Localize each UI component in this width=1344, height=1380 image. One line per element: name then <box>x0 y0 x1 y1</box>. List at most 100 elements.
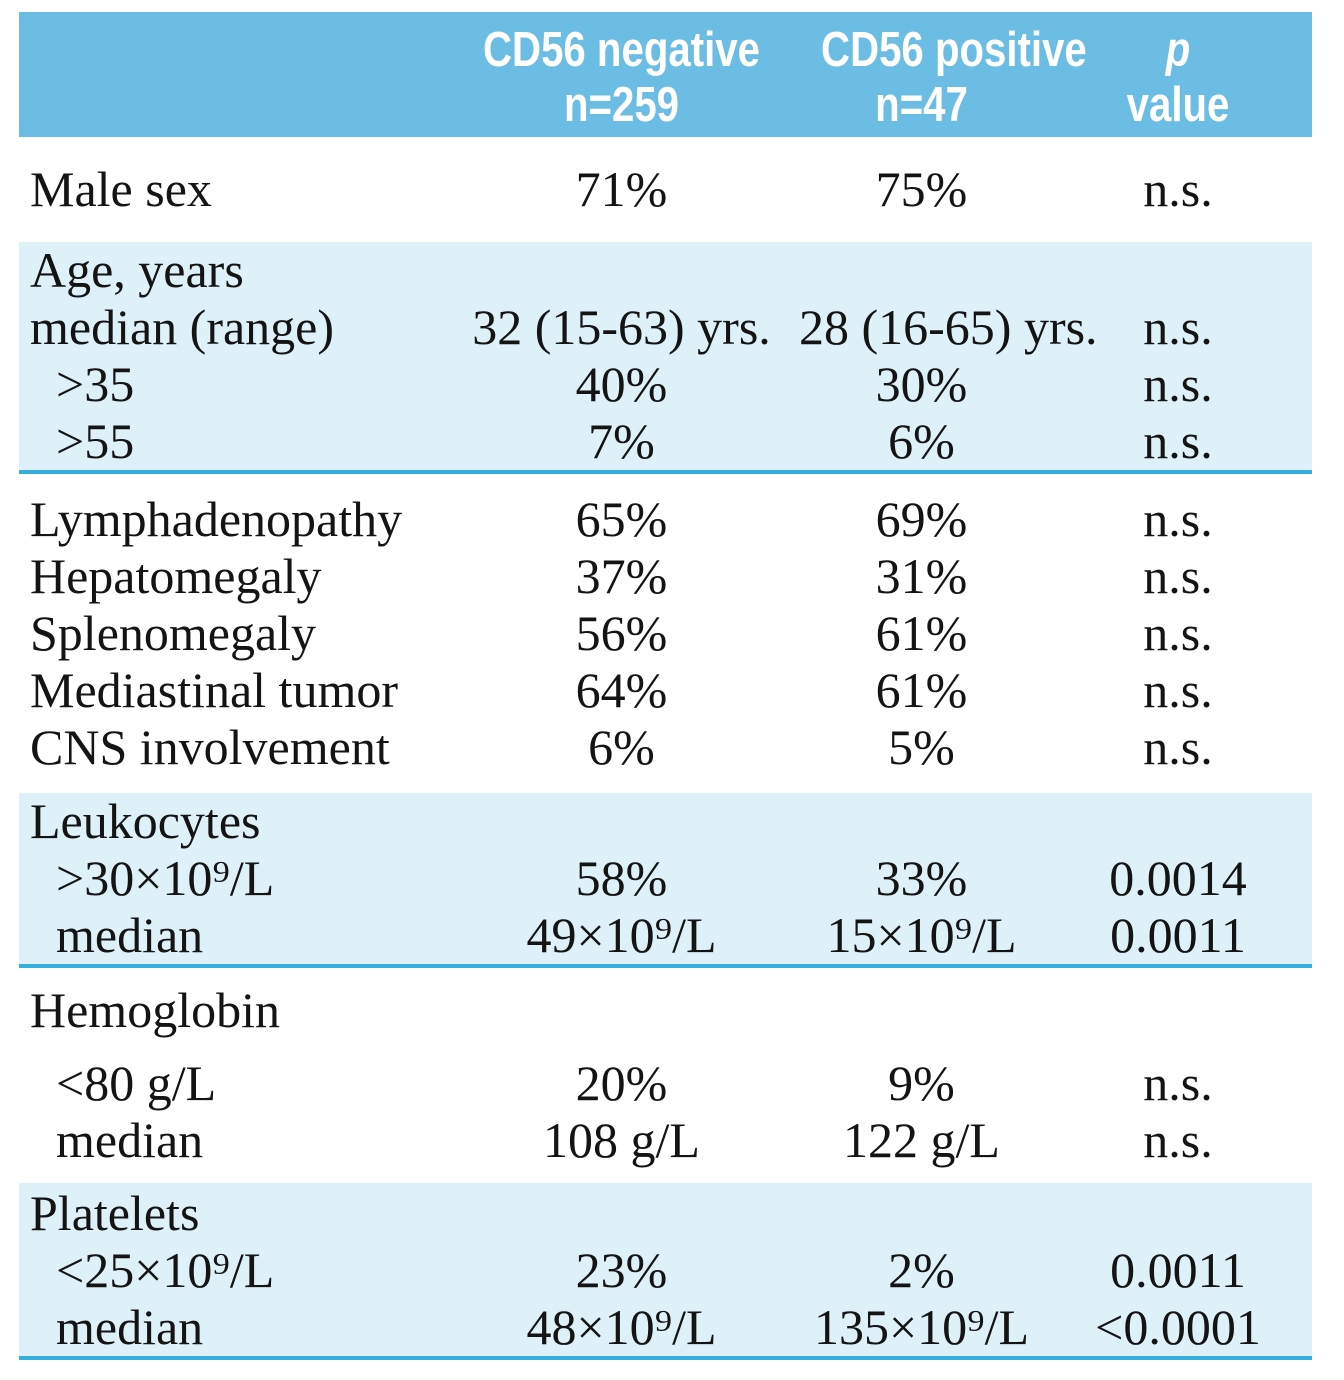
row-hemoglobin-median: median 108 g/L 122 g/L n.s. <box>19 1112 1312 1169</box>
section-leukocytes: Leukocytes >30×10⁹/L 58% 33% 0.0014 medi… <box>19 793 1312 968</box>
cell-p-value: n.s. <box>1143 1112 1213 1168</box>
row-label: median <box>56 1299 204 1355</box>
cell-cd56-positive: 5% <box>888 719 955 775</box>
row-male-sex: Male sex 71% 75% n.s. <box>19 161 1312 218</box>
row-age-over-55: >55 7% 6% n.s. <box>19 413 1312 470</box>
cell-cd56-positive: 69% <box>875 491 968 547</box>
cell-cd56-positive: 61% <box>875 605 968 661</box>
header-p-value: p value <box>1044 23 1312 133</box>
cell-cd56-negative: 56% <box>575 605 668 661</box>
cell-cd56-negative: 20% <box>575 1055 668 1111</box>
cell-cd56-negative: 23% <box>575 1242 668 1298</box>
cell-cd56-positive: 122 g/L <box>843 1112 1000 1168</box>
row-platelets-header: Platelets <box>19 1185 1312 1242</box>
header-cd56-positive: CD56 positive n=47 <box>799 22 1087 133</box>
header-cd56-negative: CD56 negative n=259 <box>444 23 799 133</box>
section-clinical-findings: Lymphadenopathy 65% 69% n.s. Hepatomegal… <box>19 474 1312 793</box>
cell-p-value: n.s. <box>1143 161 1213 217</box>
cell-cd56-negative: 58% <box>575 850 668 906</box>
cell-p-value: n.s. <box>1143 662 1213 718</box>
row-label: Lymphadenopathy <box>30 491 403 547</box>
row-age-median-range: median (range) 32 (15-63) yrs. 28 (16-65… <box>19 299 1312 356</box>
cell-cd56-negative: 49×10⁹/L <box>526 907 717 963</box>
section-platelets: Platelets <25×10⁹/L 23% 2% 0.0011 median… <box>19 1183 1312 1360</box>
row-label: <25×10⁹/L <box>56 1242 275 1298</box>
cell-cd56-positive: 33% <box>875 850 968 906</box>
row-hepatomegaly: Hepatomegaly 37% 31% n.s. <box>19 548 1312 605</box>
cell-p-value: n.s. <box>1143 299 1213 355</box>
row-platelets-median: median 48×10⁹/L 135×10⁹/L <0.0001 <box>19 1299 1312 1356</box>
cell-cd56-negative: 64% <box>575 662 668 718</box>
cell-cd56-positive: 2% <box>888 1242 955 1298</box>
patient-characteristics-table: CD56 negative n=259 CD56 positive n=47 p… <box>19 12 1312 1360</box>
row-label: Platelets <box>30 1185 200 1241</box>
row-label: <80 g/L <box>56 1055 217 1111</box>
cell-cd56-positive: 61% <box>875 662 968 718</box>
header-cd56-positive-title: CD56 positive <box>821 22 1087 77</box>
row-label: Splenomegaly <box>30 605 317 661</box>
cell-p-value: n.s. <box>1143 719 1213 775</box>
section-male-sex: Male sex 71% 75% n.s. <box>19 137 1312 242</box>
row-leukocytes-median: median 49×10⁹/L 15×10⁹/L 0.0011 <box>19 907 1312 964</box>
cell-cd56-negative: 108 g/L <box>543 1112 700 1168</box>
row-leukocytes-over-30: >30×10⁹/L 58% 33% 0.0014 <box>19 850 1312 907</box>
row-mediastinal-tumor: Mediastinal tumor 64% 61% n.s. <box>19 662 1312 719</box>
row-hemoglobin-header: Hemoglobin <box>19 982 1312 1039</box>
section-age: Age, years median (range) 32 (15-63) yrs… <box>19 242 1312 474</box>
cell-cd56-positive: 75% <box>875 161 968 217</box>
row-label: median <box>56 907 204 963</box>
cell-cd56-positive: 135×10⁹/L <box>813 1299 1030 1355</box>
cell-p-value: 0.0011 <box>1110 907 1246 963</box>
table-header: CD56 negative n=259 CD56 positive n=47 p… <box>19 12 1312 137</box>
row-splenomegaly: Splenomegaly 56% 61% n.s. <box>19 605 1312 662</box>
row-age-years: Age, years <box>19 242 1312 299</box>
row-hemoglobin-under-80: <80 g/L 20% 9% n.s. <box>19 1055 1312 1112</box>
cell-p-value: 0.0014 <box>1109 850 1247 906</box>
cell-p-value: n.s. <box>1143 356 1213 412</box>
cell-cd56-negative: 37% <box>575 548 668 604</box>
header-cd56-negative-title: CD56 negative <box>483 22 760 77</box>
row-label: >35 <box>56 356 135 412</box>
header-p-symbol: p <box>1165 22 1191 77</box>
cell-cd56-negative: 71% <box>575 161 668 217</box>
cell-cd56-positive: 30% <box>875 356 968 412</box>
cell-p-value: n.s. <box>1143 491 1213 547</box>
cell-cd56-negative: 48×10⁹/L <box>526 1299 717 1355</box>
row-cns-involvement: CNS involvement 6% 5% n.s. <box>19 719 1312 776</box>
cell-cd56-positive: 31% <box>875 548 968 604</box>
row-leukocytes-header: Leukocytes <box>19 793 1312 850</box>
cell-cd56-positive: 28 (16-65) yrs. <box>799 299 1098 355</box>
header-cd56-negative-n: n=259 <box>563 77 680 132</box>
cell-p-value: n.s. <box>1143 413 1213 469</box>
cell-cd56-negative: 6% <box>588 719 655 775</box>
cell-p-value: n.s. <box>1143 548 1213 604</box>
cell-p-value: 0.0011 <box>1110 1242 1246 1298</box>
row-label: >30×10⁹/L <box>56 850 275 906</box>
cell-p-value: n.s. <box>1143 1055 1213 1111</box>
cell-p-value: n.s. <box>1143 605 1213 661</box>
row-label: CNS involvement <box>30 719 390 775</box>
cell-cd56-positive: 9% <box>888 1055 955 1111</box>
row-label: Mediastinal tumor <box>30 662 398 718</box>
row-label: Male sex <box>30 161 212 217</box>
cell-cd56-negative: 65% <box>575 491 668 547</box>
section-hemoglobin: Hemoglobin <80 g/L 20% 9% n.s. median 10… <box>19 968 1312 1183</box>
row-label: median <box>56 1112 204 1168</box>
row-label: median (range) <box>30 299 335 355</box>
header-p-value-label: value <box>1126 77 1230 132</box>
cell-p-value: <0.0001 <box>1095 1299 1261 1355</box>
header-cd56-positive-n: n=47 <box>875 77 968 132</box>
cell-cd56-negative: 32 (15-63) yrs. <box>472 299 771 355</box>
cell-cd56-positive: 15×10⁹/L <box>826 907 1017 963</box>
row-platelets-under-25: <25×10⁹/L 23% 2% 0.0011 <box>19 1242 1312 1299</box>
row-label: Hemoglobin <box>30 982 280 1038</box>
row-age-over-35: >35 40% 30% n.s. <box>19 356 1312 413</box>
cell-cd56-negative: 40% <box>575 356 668 412</box>
row-label: Age, years <box>30 242 244 298</box>
cell-cd56-positive: 6% <box>888 413 955 469</box>
row-label: Hepatomegaly <box>30 548 322 604</box>
row-label: >55 <box>56 413 135 469</box>
row-label: Leukocytes <box>30 793 261 849</box>
row-lymphadenopathy: Lymphadenopathy 65% 69% n.s. <box>19 491 1312 548</box>
cell-cd56-negative: 7% <box>588 413 655 469</box>
